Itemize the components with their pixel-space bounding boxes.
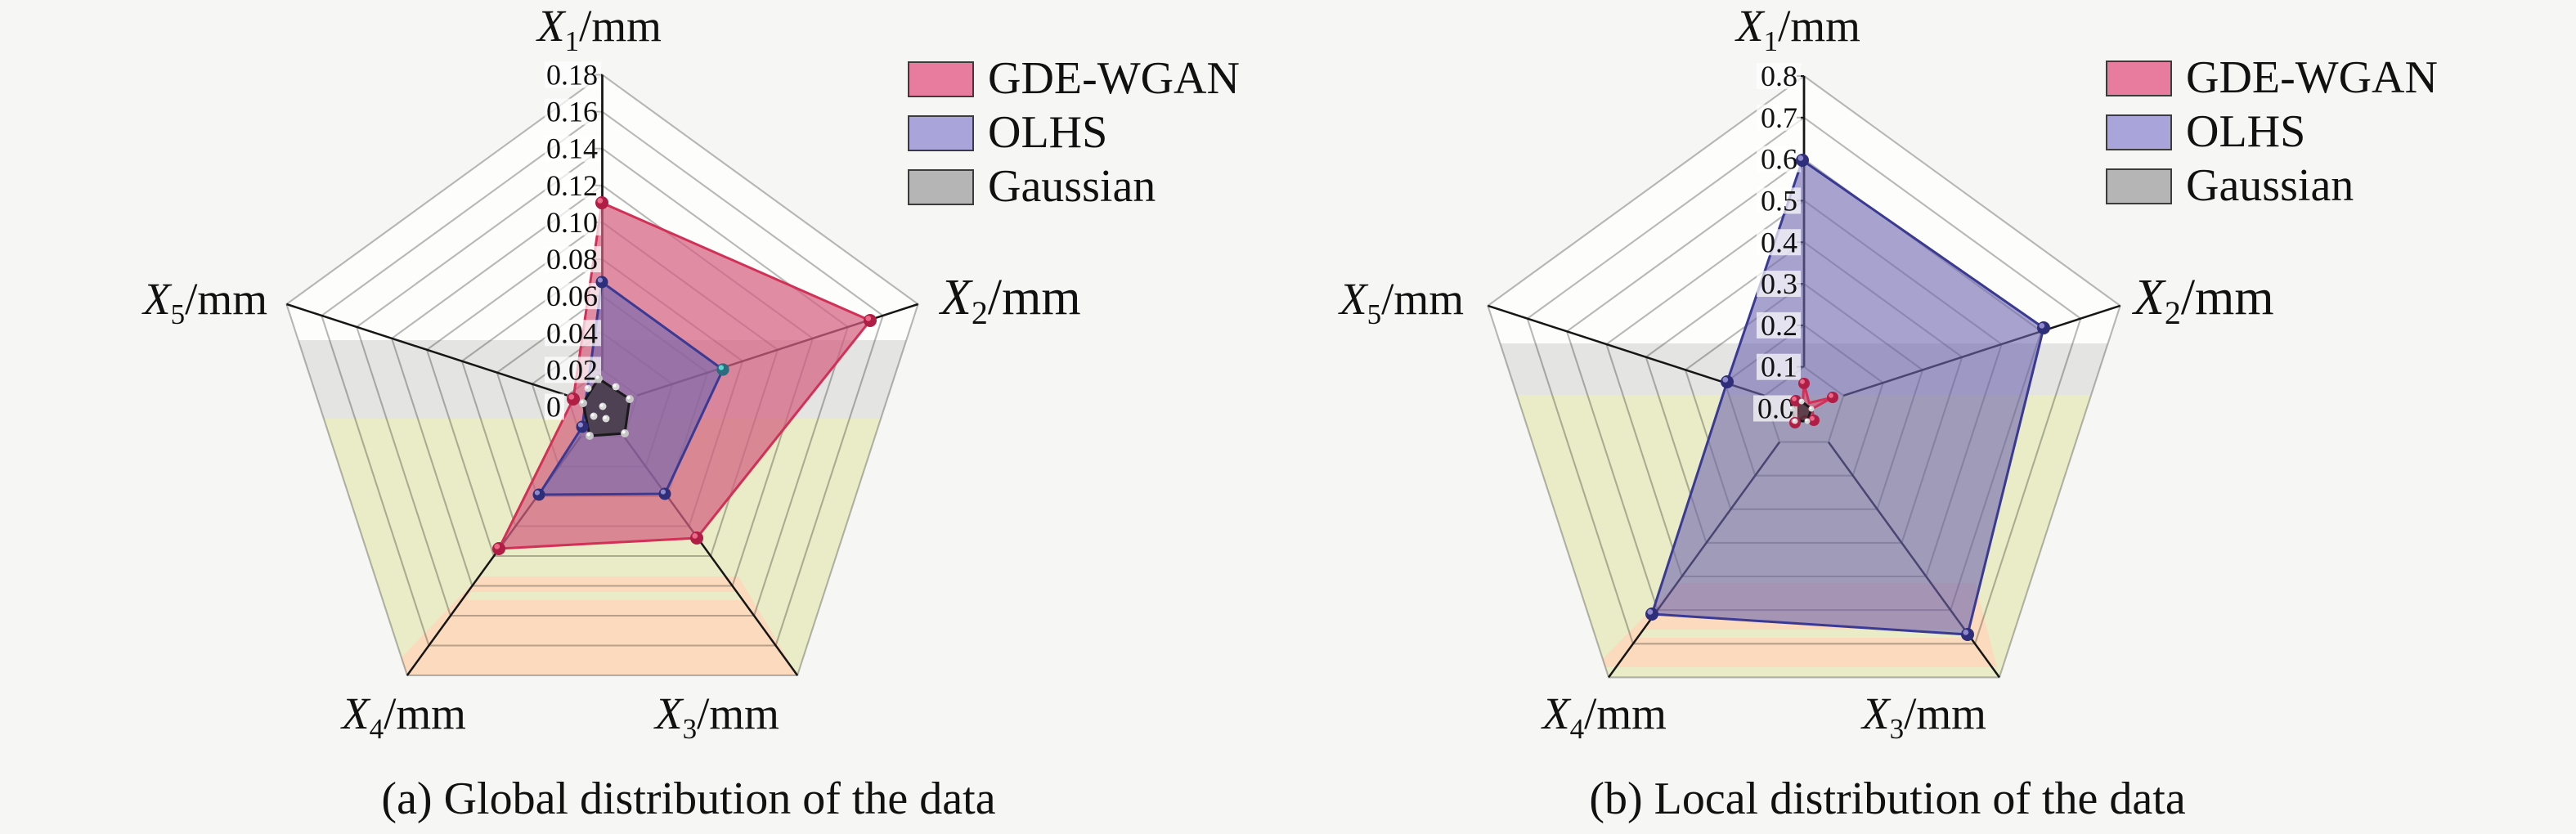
- svg-text:X5/mm: X5/mm: [1338, 274, 1464, 330]
- svg-text:X1/mm: X1/mm: [1735, 1, 1860, 57]
- svg-text:0.12: 0.12: [546, 169, 598, 202]
- svg-text:0.0: 0.0: [1757, 392, 1794, 425]
- svg-text:OLHS: OLHS: [988, 107, 1107, 158]
- svg-text:X2/mm: X2/mm: [938, 270, 1081, 331]
- svg-text:OLHS: OLHS: [2186, 106, 2305, 157]
- svg-text:0.06: 0.06: [546, 280, 598, 312]
- svg-text:0.10: 0.10: [546, 206, 598, 239]
- svg-text:X2/mm: X2/mm: [2131, 270, 2274, 331]
- svg-text:0.08: 0.08: [546, 243, 598, 276]
- svg-text:Gaussian: Gaussian: [988, 161, 1156, 212]
- svg-text:(b) Local distribution of the: (b) Local distribution of the data: [1589, 773, 2185, 824]
- svg-text:0.16: 0.16: [546, 96, 598, 128]
- svg-text:0.2: 0.2: [1761, 309, 1797, 342]
- svg-text:0.04: 0.04: [546, 316, 598, 349]
- svg-text:GDE-WGAN: GDE-WGAN: [2186, 52, 2438, 103]
- svg-text:0.6: 0.6: [1761, 143, 1797, 176]
- svg-text:0.1: 0.1: [1761, 351, 1797, 383]
- svg-text:X3/mm: X3/mm: [653, 688, 779, 745]
- svg-text:0.4: 0.4: [1761, 226, 1797, 258]
- svg-text:(a) Global distribution of the: (a) Global distribution of the data: [381, 773, 995, 824]
- svg-text:X1/mm: X1/mm: [536, 1, 662, 57]
- svg-text:0.3: 0.3: [1761, 267, 1797, 300]
- svg-text:0.7: 0.7: [1761, 101, 1797, 134]
- svg-text:Gaussian: Gaussian: [2186, 160, 2354, 211]
- svg-text:GDE-WGAN: GDE-WGAN: [988, 53, 1240, 104]
- svg-text:X3/mm: X3/mm: [1860, 688, 1986, 745]
- svg-text:0.14: 0.14: [546, 132, 598, 165]
- svg-text:0: 0: [546, 391, 561, 424]
- svg-text:X5/mm: X5/mm: [141, 274, 267, 330]
- svg-text:0.5: 0.5: [1761, 184, 1797, 217]
- svg-text:X4/mm: X4/mm: [340, 688, 466, 745]
- svg-text:0.02: 0.02: [546, 353, 598, 386]
- svg-text:0.18: 0.18: [546, 59, 598, 92]
- svg-text:0.8: 0.8: [1761, 60, 1797, 92]
- svg-text:X4/mm: X4/mm: [1541, 688, 1667, 745]
